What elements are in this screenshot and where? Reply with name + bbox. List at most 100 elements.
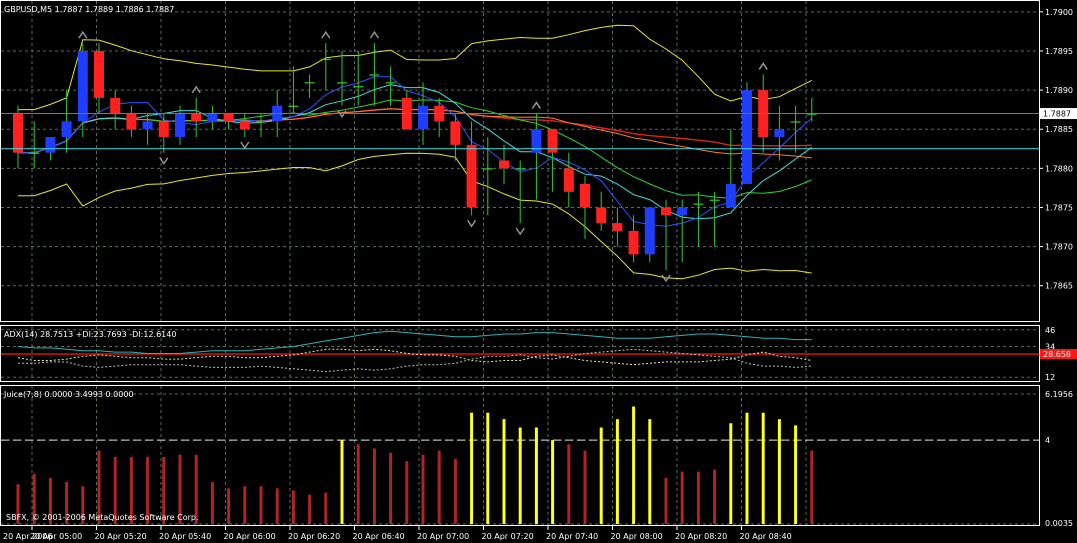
- bollinger-bands: [18, 24, 813, 280]
- price-axis-label: 1.7875: [1045, 203, 1073, 212]
- price-axis-label: 1.7895: [1045, 47, 1073, 56]
- candle-body: [644, 207, 655, 255]
- candle-body: [628, 230, 639, 255]
- candle-body: [790, 121, 801, 123]
- candle-body: [29, 152, 40, 154]
- candle-body: [304, 82, 315, 84]
- fractal-down-marker: [467, 219, 477, 228]
- price-axis-label: 1.7870: [1045, 243, 1073, 252]
- candle-body: [742, 90, 752, 184]
- adx-minus-di-line: [18, 348, 812, 373]
- price-axis-label: 1.7885: [1045, 125, 1073, 134]
- time-axis-label: 20 Apr 06:40: [353, 532, 405, 541]
- candle-body: [418, 105, 428, 130]
- candle-body: [13, 113, 23, 153]
- candle-body: [774, 129, 785, 138]
- adx-level-label: 28.658: [1043, 350, 1071, 359]
- adx-plus-di-line: [17, 348, 812, 366]
- juice-axis: 6.1956 4 0.0035: [1045, 390, 1073, 528]
- time-axis-label: 20 Apr 07:40: [546, 532, 598, 541]
- adx-panel-header: ADX(14) 28.7513 +DI:23.7693 -DI:12.6140: [4, 330, 176, 339]
- candle-body: [612, 223, 623, 231]
- time-axis-label: 20 Apr 06:20: [288, 532, 340, 541]
- juice-panel-header: Juice(7,8) 0.0000 3.4993 0.0000: [3, 390, 134, 399]
- price-panel-header: GBPUSD,M5 1.7887 1.7889 1.7886 1.7887: [4, 5, 174, 14]
- juice-axis-label: 6.1956: [1045, 390, 1073, 399]
- candle-body: [369, 74, 380, 76]
- fractal-down-marker: [661, 274, 671, 283]
- fractal-up-marker: [191, 85, 201, 94]
- candle-body: [547, 129, 558, 153]
- candle-body: [482, 168, 493, 170]
- candle-body: [531, 129, 542, 153]
- candle-body: [45, 137, 56, 153]
- candle-body: [288, 105, 299, 107]
- ma-green: [18, 99, 812, 199]
- time-axis-label: 20 Apr 2006: [3, 532, 52, 541]
- candle-body: [320, 58, 331, 60]
- candle-body: [596, 207, 607, 224]
- fractal-up-marker: [369, 30, 379, 39]
- juice-axis-label: 0.0035: [1045, 519, 1073, 528]
- time-axis-label: 20 Apr 08:40: [740, 532, 792, 541]
- fractal-down-marker: [515, 227, 525, 236]
- candle-body: [580, 183, 590, 208]
- adx-axis: 46 34 12: [1045, 326, 1055, 382]
- candle-body: [110, 97, 121, 114]
- candle-body: [661, 207, 671, 216]
- fractal-down-marker: [240, 141, 250, 150]
- time-axis-label: 20 Apr 05:40: [159, 532, 211, 541]
- candle-body: [191, 113, 202, 122]
- moving-averages: [18, 76, 813, 227]
- candle-body: [385, 82, 396, 84]
- juice-histogram: [16, 406, 814, 524]
- ma-cyan: [18, 84, 813, 220]
- time-axis-label: 20 Apr 08:20: [675, 532, 727, 541]
- candle-body: [61, 121, 72, 138]
- price-panel[interactable]: GBPUSD,M5 1.7887 1.7889 1.7886 1.7887 1.…: [0, 0, 1077, 322]
- price-axis-label: 1.7900: [1045, 8, 1073, 17]
- adx-panel[interactable]: ADX(14) 28.7513 +DI:23.7693 -DI:12.6140 …: [0, 325, 1077, 383]
- time-axis-label: 20 Apr 07:00: [417, 532, 469, 541]
- adx-main-line: [17, 330, 812, 354]
- fractal-up-marker: [321, 30, 331, 39]
- fractal-up-marker: [531, 101, 541, 109]
- price-grid: [1, 1, 1039, 321]
- candle-body: [806, 113, 817, 115]
- candle-body: [499, 160, 509, 169]
- candle-body: [693, 203, 704, 205]
- juice-axis-label: 4: [1045, 436, 1050, 445]
- candle-body: [223, 113, 234, 122]
- time-axis-label: 20 Apr 05:00: [30, 532, 82, 541]
- candle-body: [725, 183, 736, 208]
- price-axis: 1.7900 1.7895 1.7890 1.7885 1.7880 1.7875 1.78…: [1039, 8, 1073, 291]
- candle-body: [515, 168, 526, 170]
- candle-body: [256, 121, 266, 123]
- bollinger-upper: [18, 24, 813, 111]
- juice-panel-frame: [0, 385, 1040, 526]
- adx-lines: [17, 330, 812, 373]
- candle-body: [94, 50, 104, 98]
- time-axis-label: 20 Apr 06:00: [224, 532, 276, 541]
- bollinger-lower: [18, 152, 812, 280]
- price-panel-frame: [0, 0, 1040, 322]
- fractal-up-marker: [78, 30, 88, 39]
- current-price-label: 1.7887: [1043, 110, 1071, 119]
- candle-body: [450, 121, 461, 145]
- candle-body: [158, 121, 169, 138]
- candle-body: [175, 113, 185, 138]
- candle-body: [77, 50, 88, 122]
- candle-body: [709, 199, 720, 201]
- time-axis-label: 20 Apr 07:20: [482, 532, 534, 541]
- adx-level-box: 28.658: [1040, 348, 1077, 359]
- fractal-up-marker: [758, 62, 768, 70]
- candle-body: [466, 144, 477, 208]
- candle-body: [677, 207, 688, 216]
- candle-body: [353, 86, 364, 88]
- time-axis-label: 20 Apr 05:20: [95, 532, 147, 541]
- juice-panel[interactable]: Juice(7,8) 0.0000 3.4993 0.0000 6.1956 4 0…: [0, 385, 1074, 529]
- candle-body: [207, 113, 218, 122]
